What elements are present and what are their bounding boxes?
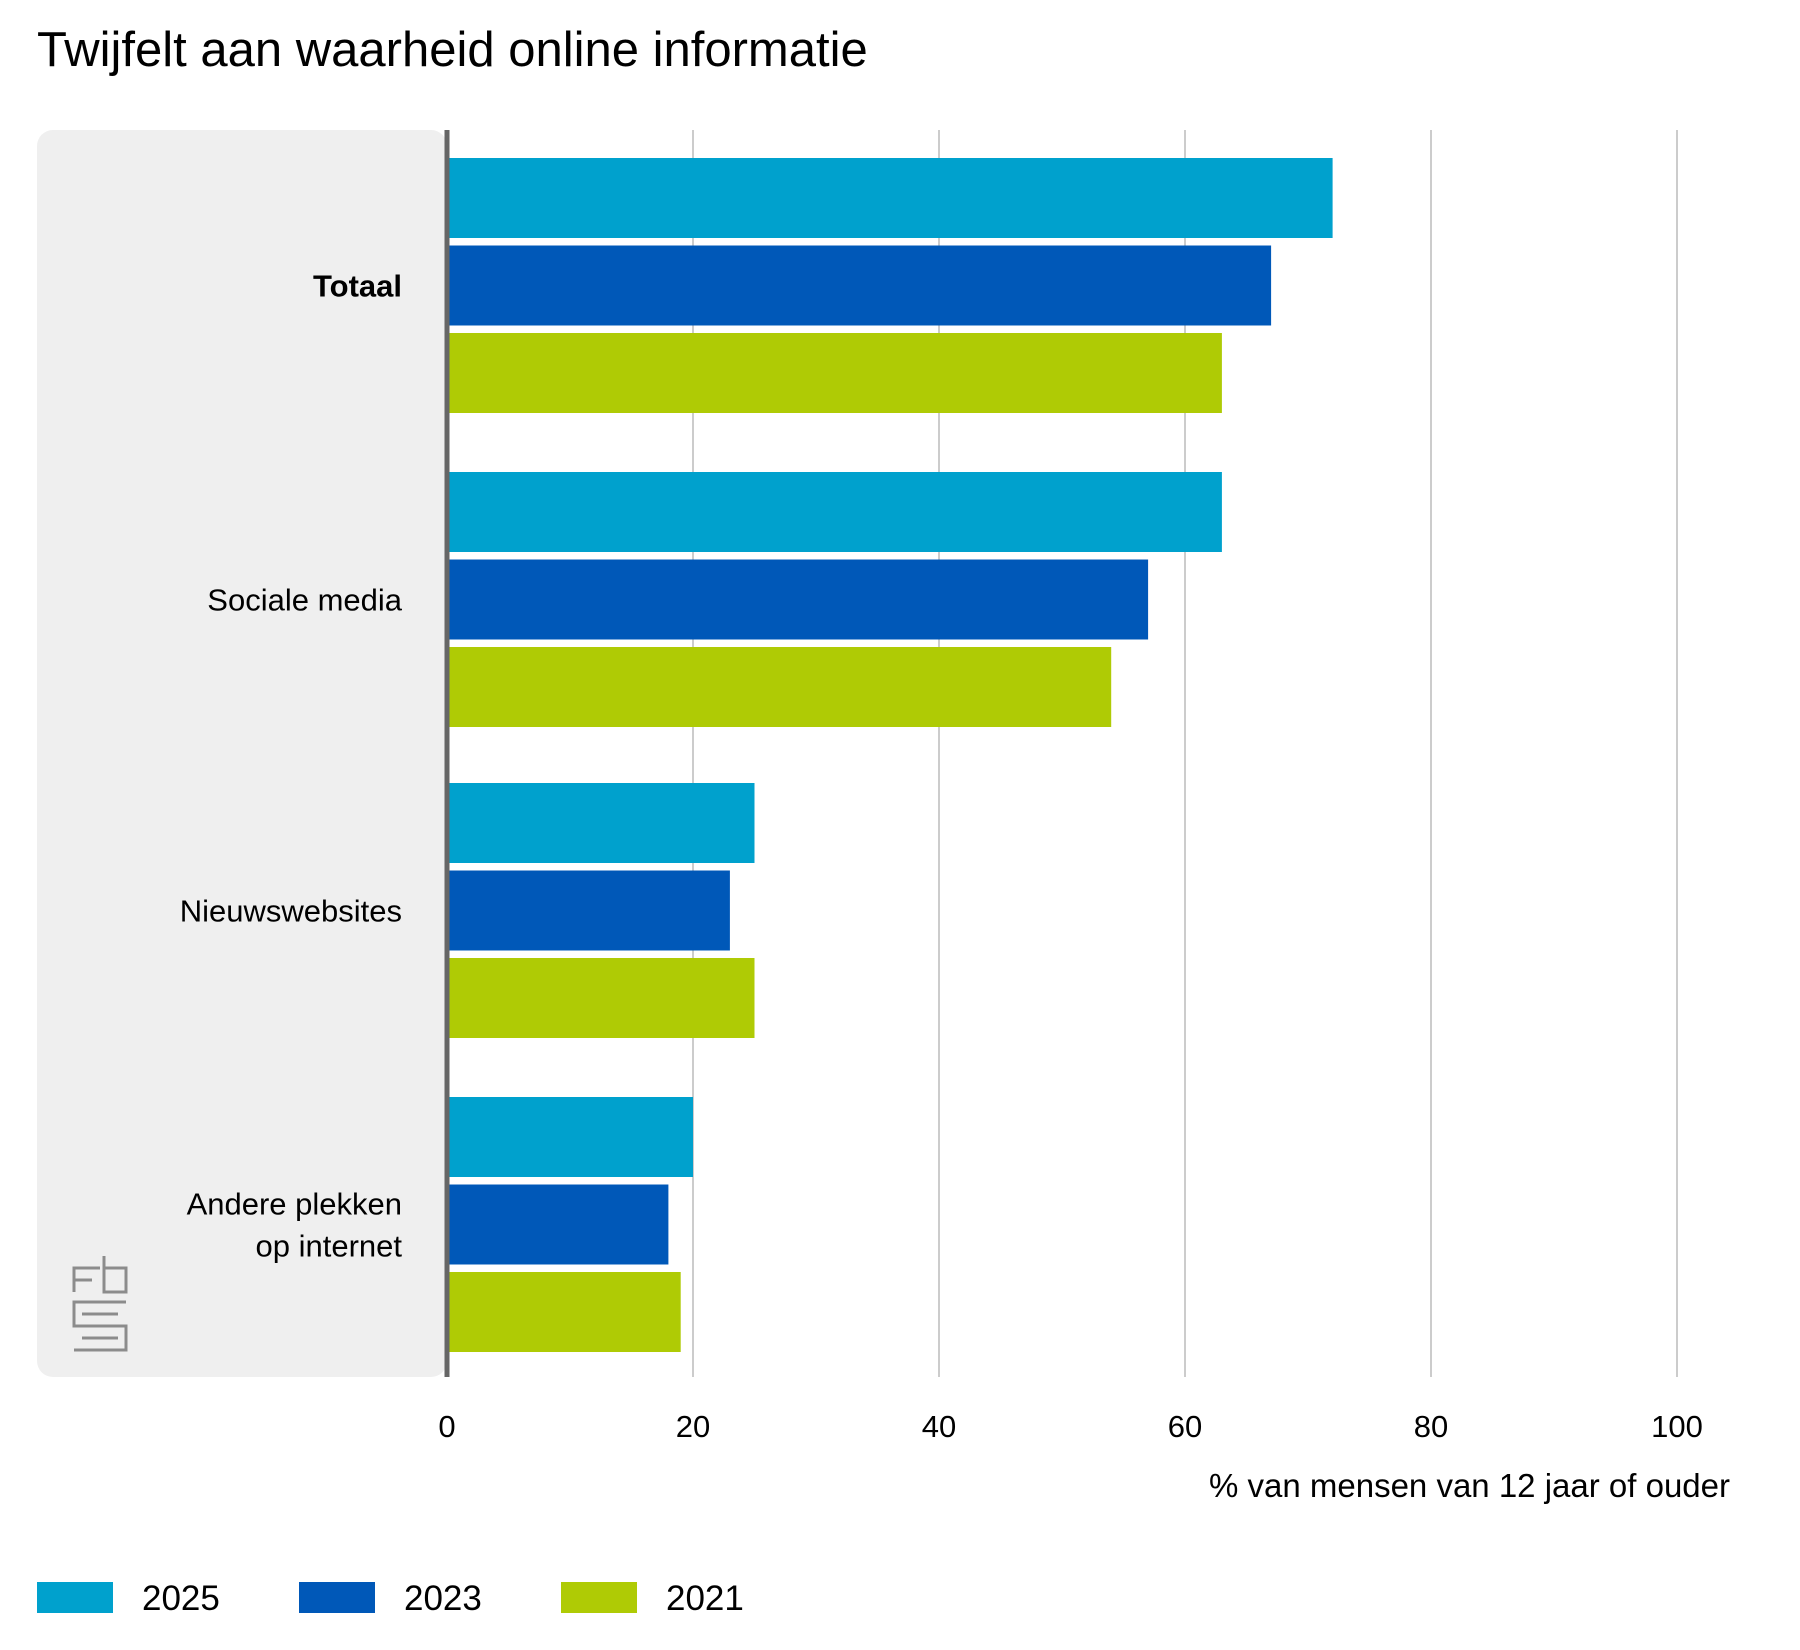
category-label-line: Totaal [313,269,402,304]
legend: 2025 2023 2021 [37,1579,744,1618]
x-tick-label: 80 [1414,1409,1448,1444]
category-label-line: Andere plekken [187,1187,402,1222]
bar-2021-nieuwswebsites [449,958,755,1038]
legend-swatch-2023 [299,1582,375,1613]
bar-2025-nieuwswebsites [449,783,755,863]
bar-2025-sociale-media [449,472,1222,552]
category-label: Andere plekken op internet [187,1187,403,1264]
legend-swatch-2021 [561,1582,637,1613]
category-label-line: Nieuwswebsites [180,894,402,929]
legend-swatch-2025 [37,1582,113,1613]
bar-2021-andere-plekken-op-internet [449,1272,681,1352]
chart-title: Twijfelt aan waarheid online informatie [37,23,868,77]
category-label: Nieuwswebsites [180,894,402,929]
cbs-logo-icon [72,1256,128,1352]
category-panel [37,130,447,1377]
legend-label: 2023 [404,1579,482,1618]
category-label-line: Sociale media [207,583,402,618]
bar-2023-nieuwswebsites [449,870,730,951]
bars [449,158,1333,1352]
legend-label: 2025 [142,1579,220,1618]
legend-label: 2021 [666,1579,744,1618]
bar-2023-totaal [449,245,1272,326]
bar-2025-totaal [449,158,1333,238]
category-labels: Totaal Sociale media Nieuwswebsites Andere … [180,269,403,1264]
bar-2025-andere-plekken-op-internet [449,1097,693,1177]
x-tick-labels: 0 20 40 60 80 100 [438,1409,1702,1444]
category-label-line: op internet [256,1229,403,1264]
bar-2021-totaal [449,333,1222,413]
category-label: Sociale media [207,583,402,618]
category-label: Totaal [313,269,402,304]
bar-2021-sociale-media [449,647,1112,727]
x-tick-label: 60 [1168,1409,1202,1444]
x-tick-label: 20 [676,1409,710,1444]
x-tick-label: 100 [1651,1409,1703,1444]
x-tick-label: 40 [922,1409,956,1444]
x-axis-title: % van mensen van 12 jaar of ouder [1209,1467,1730,1504]
bar-2023-andere-plekken-op-internet [449,1184,669,1265]
bar-2023-sociale-media [449,559,1149,640]
x-tick-label: 0 [438,1409,455,1444]
